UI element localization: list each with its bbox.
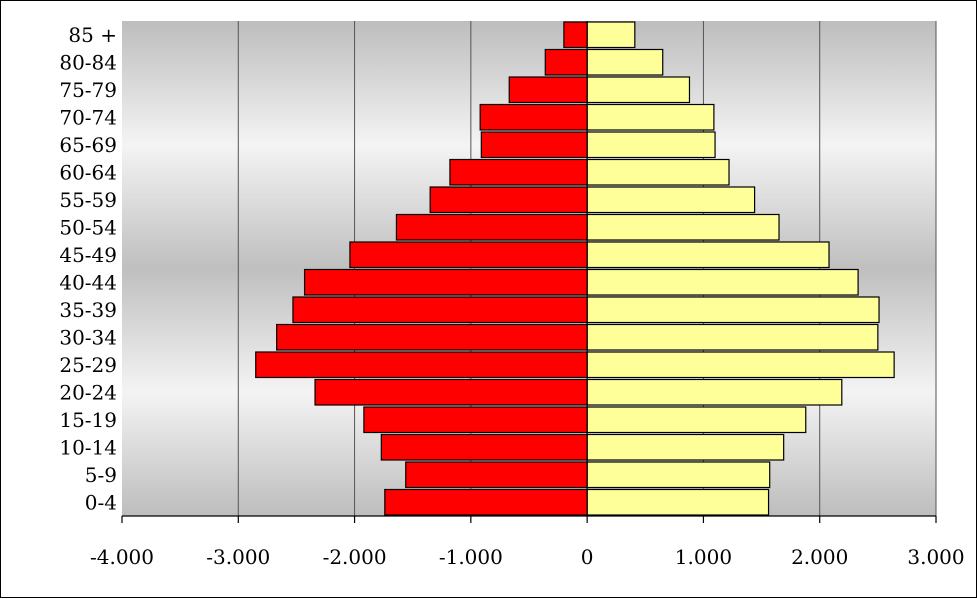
bar-left-60-64 — [449, 158, 588, 186]
bars — [255, 21, 895, 516]
bar-left-20-24 — [314, 378, 588, 406]
x-tick-label: -4.000 — [90, 545, 154, 569]
bar-right-5-9 — [586, 461, 771, 489]
category-label: 70-74 — [59, 105, 117, 129]
bar-right-40-44 — [586, 268, 859, 296]
bar-left-35-39 — [292, 296, 588, 324]
bar-right-55-59 — [586, 186, 756, 214]
bar-right-50-54 — [586, 213, 780, 241]
bar-left-25-29 — [255, 351, 588, 379]
category-label: 0-4 — [85, 490, 117, 514]
category-label: 30-34 — [59, 325, 117, 349]
category-label: 25-29 — [59, 353, 117, 377]
bar-left-45-49 — [349, 241, 588, 269]
x-tick-label: -1.000 — [439, 545, 503, 569]
plot-area — [122, 21, 936, 516]
category-label: 50-54 — [59, 215, 117, 239]
category-label: 45-49 — [59, 243, 117, 267]
bar-left-65-69 — [480, 131, 588, 159]
category-label: 75-79 — [59, 78, 117, 102]
category-label: 40-44 — [59, 270, 117, 294]
category-label: 35-39 — [59, 298, 117, 322]
bar-right-10-14 — [586, 433, 785, 461]
x-tick-label: 2.000 — [791, 545, 848, 569]
bar-left-40-44 — [303, 268, 588, 296]
bar-right-35-39 — [586, 296, 880, 324]
bar-right-20-24 — [586, 378, 843, 406]
y-axis-labels: 0-4 5-9 10-14 15-19 20-24 25-29 30-34 35-39 40-4… — [59, 23, 117, 515]
bar-right-70-74 — [586, 103, 715, 131]
x-tick-label: -2.000 — [323, 545, 387, 569]
category-label: 85 + — [68, 23, 117, 47]
x-tick-label: -3.000 — [206, 545, 270, 569]
bar-right-75-79 — [586, 76, 691, 104]
bar-left-85 — [563, 21, 588, 49]
category-label: 55-59 — [59, 188, 117, 212]
bar-right-65-69 — [586, 131, 716, 159]
category-label: 15-19 — [59, 408, 117, 432]
category-label: 60-64 — [59, 160, 117, 184]
bar-left-0-4 — [384, 488, 588, 516]
bar-right-25-29 — [586, 351, 895, 379]
bar-right-15-19 — [586, 406, 807, 434]
bar-right-80-84 — [586, 48, 664, 76]
category-label: 5-9 — [85, 463, 117, 487]
x-axis: -4.000 -3.000 -2.000 -1.000 0 1.000 2.000 3.000 — [90, 515, 965, 569]
category-label: 10-14 — [59, 435, 117, 459]
bar-left-55-59 — [429, 186, 588, 214]
bar-left-70-74 — [479, 103, 588, 131]
bar-right-45-49 — [586, 241, 830, 269]
bar-left-80-84 — [544, 48, 588, 76]
x-tick-label: 1.000 — [675, 545, 732, 569]
category-label: 20-24 — [59, 380, 117, 404]
bar-left-15-19 — [363, 406, 588, 434]
bar-left-50-54 — [395, 213, 588, 241]
gridlines — [237, 21, 937, 516]
x-tick-label: 3.000 — [907, 545, 964, 569]
bar-right-30-34 — [586, 323, 879, 351]
bar-right-60-64 — [586, 158, 730, 186]
bar-right-0-4 — [586, 488, 770, 516]
category-label: 80-84 — [59, 50, 117, 74]
bar-right-85 — [586, 21, 636, 49]
x-tick-label: 0 — [581, 545, 594, 569]
bar-left-10-14 — [380, 433, 588, 461]
bar-left-30-34 — [276, 323, 588, 351]
category-label: 65-69 — [59, 133, 117, 157]
bar-left-5-9 — [405, 461, 588, 489]
bar-left-75-79 — [508, 76, 588, 104]
